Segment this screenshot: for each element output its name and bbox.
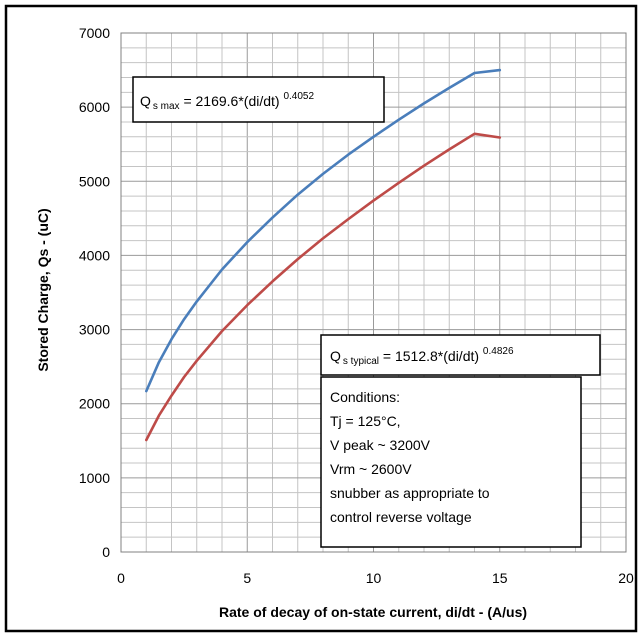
x-tick-label: 10 (366, 570, 382, 586)
qs-max-formula: = 2169.6*(di/dt) (180, 93, 284, 109)
qs-max-lead: Q (140, 93, 151, 109)
qs-max-subscript: s max (153, 101, 180, 112)
qs-typical-subscript: s typical (343, 356, 379, 367)
qs-typical-formula: = 1512.8*(di/dt) (379, 348, 483, 364)
x-tick-label: 5 (243, 570, 251, 586)
conditions-annotation: Conditions: Tj = 125°C, V peak ~ 3200V V… (320, 376, 582, 548)
conditions-line-2: Tj = 125°C, (330, 413, 401, 429)
y-axis-title: Stored Charge, Qs - (uC) (35, 208, 51, 371)
qs-typical-line (145, 132, 502, 442)
conditions-line-6: control reverse voltage (330, 509, 472, 525)
y-tick-label: 5000 (79, 173, 110, 189)
y-tick-label: 2000 (79, 396, 110, 412)
plot-area (120, 32, 627, 553)
conditions-box (320, 376, 582, 548)
qs-max-exponent: 0.4052 (283, 91, 314, 102)
y-tick-label: 4000 (79, 247, 110, 263)
qs-max-annotation-box (132, 76, 385, 123)
conditions-line-3: V peak ~ 3200V (330, 437, 431, 453)
y-tick-label: 3000 (79, 322, 110, 338)
conditions-line-4: Vrm ~ 2600V (330, 461, 412, 477)
x-tick-label: 15 (492, 570, 508, 586)
qs-typical-exponent: 0.4826 (483, 346, 514, 357)
conditions-line-1: Conditions: (330, 389, 400, 405)
qs-typical-lead: Q (330, 348, 341, 364)
y-tick-label: 0 (102, 544, 110, 560)
y-tick-label: 1000 (79, 470, 110, 486)
y-tick-label: 7000 (79, 25, 110, 41)
tick-labels: 0 5 10 15 20 0 1000 2000 3000 4000 5000 6000 7000 (79, 25, 634, 586)
y-tick-label: 6000 (79, 99, 110, 115)
series-layer (145, 68, 502, 442)
qs-max-line (145, 68, 502, 393)
conditions-line-5: snubber as appropriate to (330, 485, 490, 501)
x-tick-label: 20 (618, 570, 634, 586)
x-axis-title: Rate of decay of on-state current, di/dt… (219, 604, 527, 620)
qs-typical-annotation-box (320, 334, 601, 376)
x-tick-label: 0 (117, 570, 125, 586)
